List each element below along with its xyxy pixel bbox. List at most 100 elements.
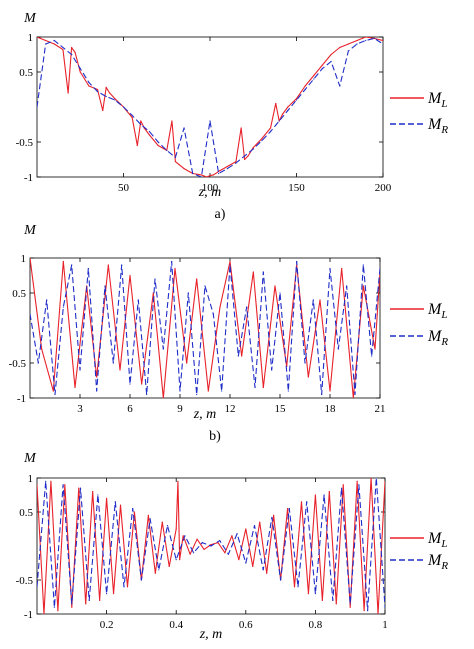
data-point: [129, 274, 131, 277]
data-point: [329, 390, 331, 392]
data-point: [252, 147, 254, 149]
legend-label: MR: [427, 552, 448, 572]
data-point: [37, 484, 38, 486]
data-point: [204, 285, 206, 287]
data-point: [275, 102, 277, 105]
data-point: [237, 355, 239, 357]
data-point: [304, 85, 306, 87]
data-point: [74, 386, 76, 389]
data-point: [30, 313, 31, 315]
data-point: [79, 369, 81, 371]
data-point: [157, 141, 159, 143]
data-point: [235, 161, 237, 163]
data-point: [146, 393, 148, 396]
data-point: [227, 553, 229, 555]
data-point: [339, 85, 341, 87]
data-point: [373, 37, 375, 40]
data-point: [114, 99, 116, 101]
x-tick-label: 1: [382, 619, 388, 631]
data-point: [131, 114, 133, 116]
data-point: [140, 123, 142, 126]
data-point: [196, 278, 198, 280]
data-point: [88, 81, 90, 84]
data-point: [37, 106, 38, 108]
data-point: [314, 593, 316, 595]
data-point: [384, 606, 385, 608]
data-point: [96, 88, 99, 91]
x-axis-label: z, m: [193, 407, 217, 422]
data-point: [37, 586, 38, 588]
data-point: [321, 64, 324, 66]
data-point: [269, 130, 272, 133]
data-point: [370, 478, 372, 479]
data-point: [149, 518, 151, 520]
data-point: [273, 514, 275, 517]
data-point: [96, 376, 98, 378]
data-point: [236, 533, 238, 535]
data-point: [171, 120, 173, 122]
y-tick-label: 1: [28, 473, 34, 485]
y-axis-label: M: [23, 223, 37, 238]
y-tick-label: 1: [21, 253, 27, 265]
y-axis-label: M: [23, 451, 37, 466]
data-point: [362, 285, 364, 287]
data-point: [244, 158, 246, 161]
data-point: [319, 299, 321, 301]
data-point: [64, 484, 66, 486]
data-point: [262, 569, 264, 571]
data-point: [71, 53, 73, 56]
data-point: [162, 397, 164, 398]
x-tick-label: 0.2: [100, 619, 114, 631]
data-point: [346, 285, 348, 287]
y-axis-label: M: [23, 11, 37, 26]
data-point: [179, 390, 181, 392]
data-point: [174, 161, 176, 163]
data-point: [85, 603, 87, 605]
x-tick-label: 0.6: [239, 619, 253, 631]
plot-frame: [36, 477, 386, 615]
data-point: [219, 539, 221, 542]
data-point: [341, 267, 343, 270]
data-point: [271, 516, 273, 519]
data-point: [45, 43, 47, 45]
data-point: [307, 376, 309, 378]
data-point: [136, 144, 138, 147]
data-point: [189, 553, 191, 555]
data-point: [226, 165, 228, 168]
data-point: [53, 43, 55, 45]
data-point: [147, 514, 149, 517]
data-point: [141, 383, 143, 385]
plot-frame: [29, 257, 381, 399]
data-point: [123, 586, 125, 588]
x-tick-label: 0.4: [169, 619, 183, 631]
data-point: [271, 369, 273, 371]
data-point: [200, 176, 202, 177]
data-point: [119, 369, 121, 371]
legend-label: ML: [427, 90, 447, 110]
data-point: [45, 39, 47, 42]
data-point: [62, 46, 64, 49]
data-point: [212, 174, 215, 176]
x-tick-label: 150: [288, 182, 305, 194]
data-point: [67, 92, 69, 94]
data-point: [79, 67, 81, 70]
data-point: [307, 593, 310, 595]
data-point: [293, 586, 296, 588]
data-point: [37, 37, 38, 38]
data-point: [266, 572, 268, 574]
data-point: [245, 562, 247, 564]
data-point: [114, 501, 116, 503]
data-point: [132, 508, 134, 510]
data-point: [313, 78, 315, 80]
series-line-m-l: [37, 37, 383, 177]
data-point: [229, 264, 231, 266]
data-point: [171, 260, 173, 263]
y-tick-label: -1: [17, 393, 26, 405]
data-point: [50, 480, 52, 482]
data-point: [209, 120, 211, 122]
data-point: [261, 140, 263, 142]
data-point: [371, 355, 373, 357]
y-tick-label: -0.5: [9, 358, 27, 370]
